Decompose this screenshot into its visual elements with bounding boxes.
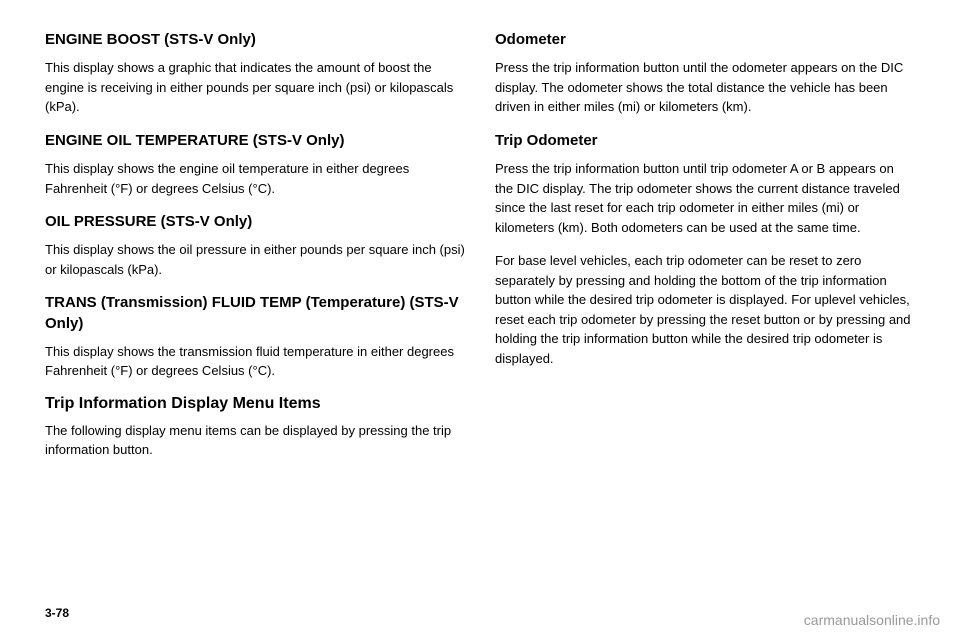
section-heading: ENGINE OIL TEMPERATURE (STS-V Only): [45, 131, 465, 151]
page-content: ENGINE BOOST (STS-V Only) This display s…: [45, 30, 915, 474]
section-body: This display shows the oil pressure in e…: [45, 240, 465, 279]
section-heading: ENGINE BOOST (STS-V Only): [45, 30, 465, 50]
section-body: This display shows the transmission flui…: [45, 342, 465, 381]
section-body: This display shows a graphic that indica…: [45, 58, 465, 117]
section-heading: TRANS (Transmission) FLUID TEMP (Tempera…: [45, 293, 465, 334]
section-heading: Odometer: [495, 30, 915, 50]
page-number: 3-78: [45, 606, 69, 620]
subsection-body: The following display menu items can be …: [45, 421, 465, 460]
right-column: Odometer Press the trip information butt…: [495, 30, 915, 474]
subsection-heading: Trip Information Display Menu Items: [45, 395, 465, 413]
section-body: This display shows the engine oil temper…: [45, 159, 465, 198]
left-column: ENGINE BOOST (STS-V Only) This display s…: [45, 30, 465, 474]
section-body: For base level vehicles, each trip odome…: [495, 251, 915, 368]
watermark: carmanualsonline.info: [804, 612, 940, 628]
section-body: Press the trip information button until …: [495, 159, 915, 237]
section-heading: Trip Odometer: [495, 131, 915, 151]
section-heading: OIL PRESSURE (STS-V Only): [45, 212, 465, 232]
section-body: Press the trip information button until …: [495, 58, 915, 117]
